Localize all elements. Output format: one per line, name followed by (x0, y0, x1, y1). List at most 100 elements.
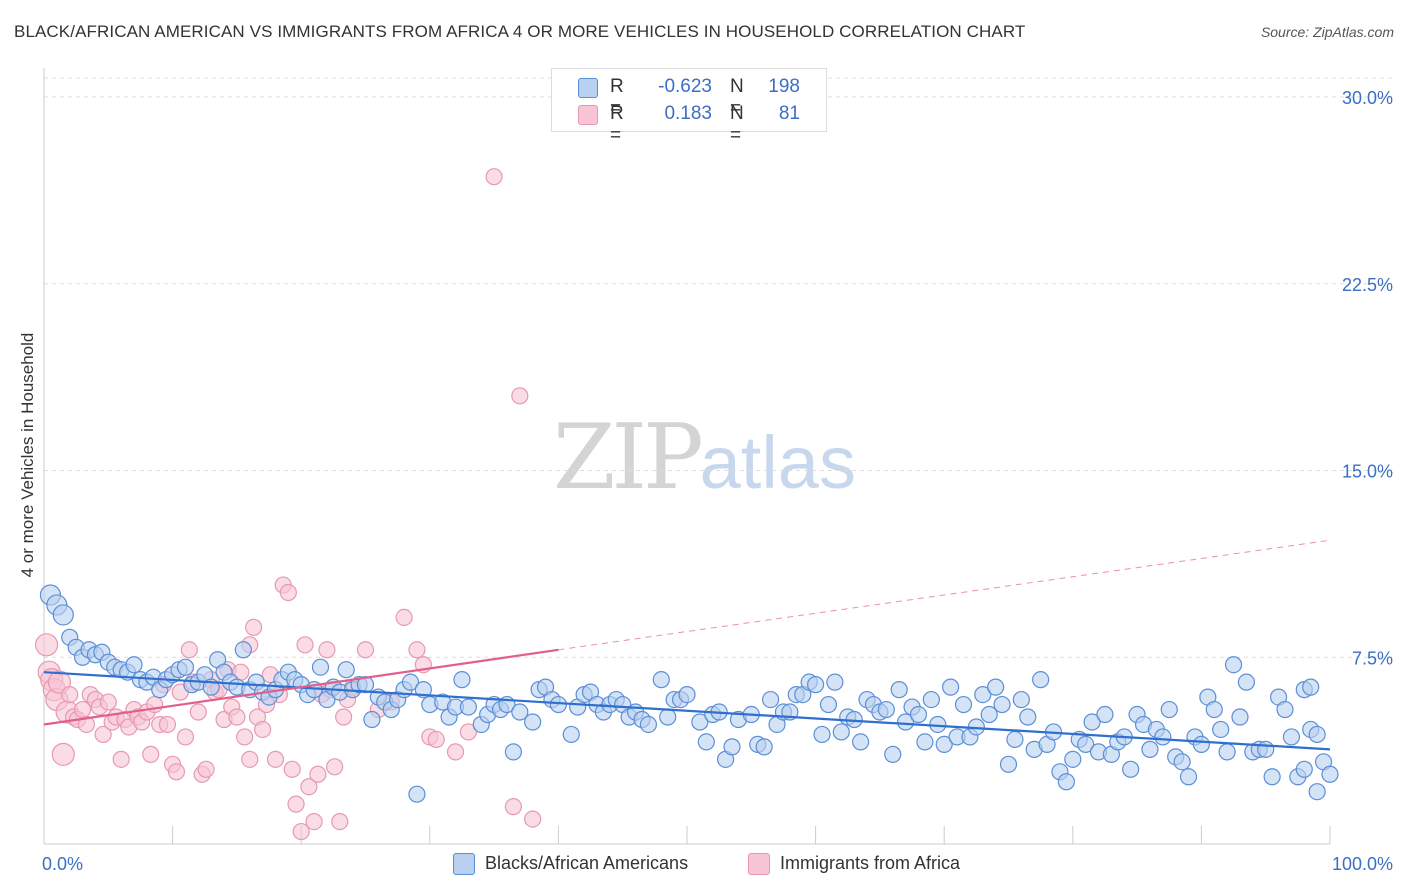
source-credit: Source: ZipAtlas.com (1260, 24, 1394, 40)
pink-point (61, 685, 79, 704)
blue-point (1237, 673, 1256, 691)
y-tick-label: 30.0% (1342, 88, 1393, 108)
pink-point (356, 641, 375, 659)
blue-point (890, 681, 908, 699)
blue-point (1276, 700, 1294, 719)
blue-point (363, 710, 381, 729)
blue-point (1302, 678, 1320, 696)
legend-r-value: 0.183 (664, 103, 712, 124)
pink-point (34, 633, 59, 657)
blue-point (459, 698, 477, 716)
legend-n-label: N = (730, 103, 744, 146)
legend-n-value: 81 (778, 103, 800, 124)
blue-point (1218, 743, 1236, 761)
pink-point (326, 758, 344, 776)
blue-point (877, 700, 895, 719)
x-tick-label-max: 100.0% (1332, 854, 1393, 874)
pink-point (305, 812, 323, 831)
pink-point (94, 725, 112, 744)
blue-point (1057, 773, 1075, 791)
blue-point (511, 703, 529, 721)
blue-point (987, 678, 1005, 696)
blue-point (1160, 700, 1178, 719)
pink-point (287, 795, 305, 813)
pink-point (228, 708, 246, 726)
blue-point (755, 738, 773, 756)
chart-title: BLACK/AFRICAN AMERICAN VS IMMIGRANTS FRO… (14, 22, 1026, 41)
pink-point (309, 765, 327, 783)
pink-trend-line (43, 648, 559, 726)
blue-point (999, 755, 1018, 773)
blue-point (524, 713, 542, 731)
blue-point (176, 658, 195, 676)
blue-point (311, 658, 330, 676)
blue-point (806, 676, 825, 694)
blue-point (234, 641, 252, 659)
blue-point (1141, 740, 1159, 758)
blue-point (678, 685, 696, 704)
blue-point (1321, 765, 1339, 783)
y-tick-label: 7.5% (1352, 648, 1393, 668)
x-tick-label-min: 0.0% (42, 854, 83, 874)
pink-point (318, 641, 336, 659)
pink-point (77, 715, 96, 734)
blue-point (723, 738, 741, 756)
blue-point (1224, 656, 1243, 674)
pink-point (180, 641, 198, 659)
pink-point (254, 720, 272, 739)
pink-point (485, 168, 503, 186)
blue-point (1179, 768, 1198, 786)
blue-point (549, 695, 568, 714)
blue-point (1096, 705, 1114, 724)
y-tick-label: 15.0% (1342, 462, 1393, 482)
blue-point (1263, 768, 1281, 786)
pink-point (167, 763, 186, 781)
blue-point (1083, 713, 1101, 731)
pink-point (300, 778, 318, 796)
bottom-legend-swatch-pink (748, 853, 770, 875)
bottom-legend-swatch-blue (453, 853, 475, 875)
correlation-legend: R = -0.623 N = 198 R = 0.183 N = 81 (551, 68, 827, 146)
legend-r-value: -0.623 (658, 76, 712, 97)
blue-point (504, 743, 522, 761)
bottom-legend-label-pink: Immigrants from Africa (780, 853, 961, 873)
blue-point (691, 713, 709, 731)
grid-lines (44, 77, 1392, 658)
blue-point (1032, 671, 1050, 689)
pink-point (335, 708, 353, 726)
y-tick-label: 22.5% (1342, 275, 1393, 295)
pink-point (296, 636, 314, 654)
tick-labels: 7.5% 15.0% 22.5% 30.0% 0.0% 100.0% (42, 88, 1393, 874)
pink-series-points (34, 168, 542, 841)
watermark: ZIPatlas (553, 405, 856, 510)
blue-trend-line (43, 671, 1331, 751)
blue-point (1192, 735, 1211, 754)
pink-point (51, 742, 75, 766)
pink-point (427, 730, 445, 749)
pink-point (292, 822, 310, 841)
blue-point (401, 673, 420, 691)
blue-point (884, 745, 902, 763)
legend-n-value: 198 (768, 76, 800, 97)
pink-point (236, 728, 254, 746)
pink-point (459, 723, 477, 741)
blue-point (562, 725, 580, 744)
pink-point (408, 641, 426, 659)
blue-point (1064, 750, 1082, 768)
blue-point (974, 685, 992, 704)
blue-point (1282, 728, 1301, 746)
pink-point (176, 728, 195, 746)
blue-point (1295, 760, 1313, 778)
pink-point (189, 703, 207, 721)
blue-point (337, 661, 355, 679)
blue-point (761, 690, 780, 709)
pink-point (511, 387, 529, 405)
blue-point (813, 725, 831, 744)
blue-point (639, 715, 658, 734)
blue-point (125, 656, 143, 674)
blue-point (356, 676, 375, 694)
blue-point (954, 695, 973, 714)
blue-point (1212, 720, 1230, 739)
watermark-atlas: atlas (699, 421, 856, 504)
blue-point (909, 705, 928, 724)
